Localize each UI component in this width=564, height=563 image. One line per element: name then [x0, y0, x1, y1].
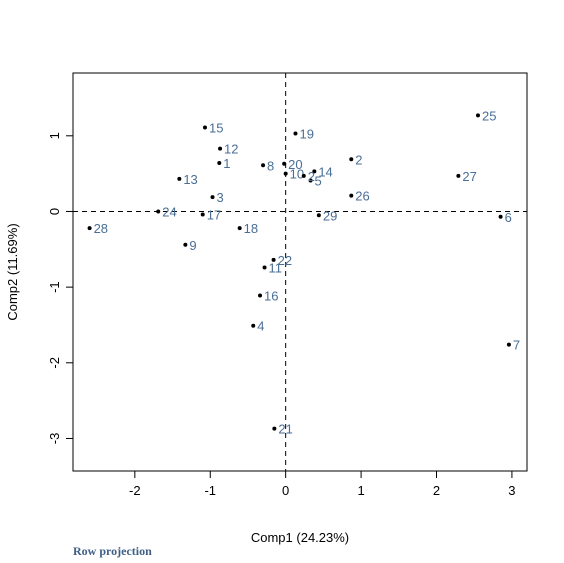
data-point	[271, 257, 276, 262]
data-point	[456, 173, 461, 178]
point-label: 13	[183, 172, 197, 187]
point-label: 4	[257, 319, 264, 334]
point-label: 8	[267, 158, 274, 173]
point-label: 22	[278, 253, 292, 268]
y-tick-label: -1	[47, 281, 62, 293]
y-axis: -3 -2 -1 0 1	[47, 132, 73, 444]
data-point	[258, 293, 263, 298]
point-label: 11	[269, 260, 283, 275]
x-tick-label: -2	[129, 483, 141, 498]
point-label: 18	[244, 221, 258, 236]
point-label: 26	[355, 189, 369, 204]
x-tick-label: 0	[282, 483, 289, 498]
y-axis-title: Comp2 (11.69%)	[5, 223, 20, 320]
point-label: 3	[217, 190, 224, 205]
point-label: 2	[355, 152, 362, 167]
point-label: 6	[505, 210, 512, 225]
point-label: 25	[482, 108, 496, 123]
data-point	[475, 113, 480, 118]
data-point	[210, 195, 215, 200]
point-label: 27	[462, 169, 476, 184]
x-tick-label: -1	[204, 483, 216, 498]
y-tick-label: 0	[47, 208, 62, 215]
data-point	[200, 212, 205, 217]
y-tick-label: -2	[47, 357, 62, 369]
data-point	[349, 157, 354, 162]
x-axis-title: Comp1 (24.23%)	[251, 530, 349, 545]
data-point	[251, 323, 256, 328]
data-point	[177, 176, 182, 181]
point-label: 14	[318, 164, 332, 179]
point-label: 2	[308, 169, 315, 184]
point-label: 7	[513, 338, 520, 353]
data-point	[156, 209, 161, 214]
point-label: 1	[223, 156, 230, 171]
data-point	[282, 161, 287, 166]
data-point	[237, 226, 242, 231]
data-point	[261, 163, 266, 168]
data-point	[218, 146, 223, 151]
point-label: 19	[299, 127, 313, 142]
x-tick-label: 2	[433, 483, 440, 498]
point-label: 16	[264, 288, 278, 303]
data-point	[272, 426, 277, 431]
point-label: 17	[207, 207, 221, 222]
point-label: 10	[290, 167, 304, 182]
point-label: 9	[189, 238, 196, 253]
data-point	[293, 131, 298, 136]
point-label: 12	[224, 142, 238, 157]
x-tick-label: 3	[508, 483, 515, 498]
y-tick-label: -3	[47, 433, 62, 445]
data-point	[506, 342, 511, 347]
point-label: 24	[162, 204, 176, 219]
point-label: 29	[323, 208, 337, 223]
points-layer: 1 234567891011121314151617181920212224252…	[87, 108, 520, 437]
point-label: 21	[278, 422, 292, 437]
data-point	[283, 171, 288, 176]
data-point	[183, 242, 188, 247]
data-point	[87, 226, 92, 231]
data-point	[316, 213, 321, 218]
x-tick-label: 1	[357, 483, 364, 498]
row-projection-caption: Row projection	[73, 544, 152, 558]
data-point	[202, 125, 207, 130]
point-label: 5	[315, 173, 322, 188]
point-label: 28	[94, 221, 108, 236]
data-point	[301, 173, 306, 178]
data-point	[308, 178, 313, 183]
point-label: 20	[288, 157, 302, 172]
data-point	[262, 265, 267, 270]
x-axis: -2 -1 0 1 2 3	[129, 471, 516, 498]
data-point	[498, 214, 503, 219]
data-point	[217, 161, 222, 166]
data-point	[349, 193, 354, 198]
plot-frame	[72, 72, 528, 472]
point-label: 15	[209, 120, 223, 135]
y-tick-label: 1	[47, 132, 62, 139]
data-point	[312, 169, 317, 174]
